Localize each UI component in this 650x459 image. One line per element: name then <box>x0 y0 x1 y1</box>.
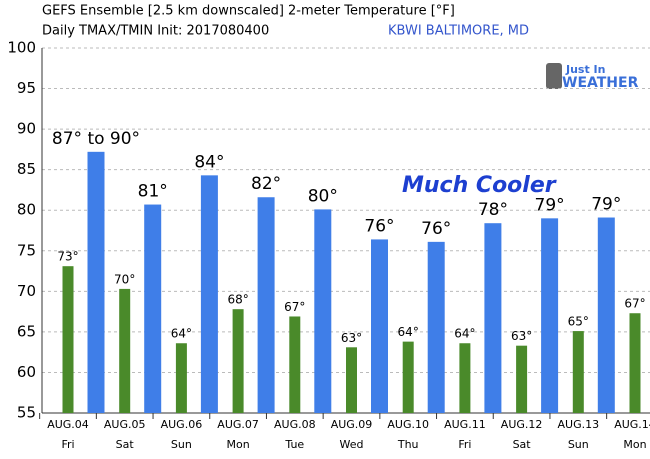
bar <box>402 341 414 413</box>
x-tick-weekday: Fri <box>458 438 471 451</box>
x-tick-label: AUG.07 <box>217 418 259 431</box>
bar <box>232 309 244 413</box>
bar <box>175 343 187 413</box>
value-label: 64° <box>398 325 419 339</box>
value-label: 64° <box>454 327 475 341</box>
x-tick-weekday: Thu <box>397 438 419 451</box>
x-tick-weekday: Sat <box>513 438 532 451</box>
value-label: 87° to 90° <box>52 129 140 149</box>
x-tick-label: AUG.09 <box>331 418 373 431</box>
value-label: 63° <box>341 331 362 345</box>
x-tick-label: AUG.14 <box>614 418 650 431</box>
bar <box>144 204 162 413</box>
logo: Just In WEATHER <box>546 63 639 91</box>
x-tick-weekday: Sat <box>116 438 135 451</box>
bar <box>541 218 559 413</box>
value-label: 80° <box>308 186 338 206</box>
value-label: 73° <box>57 250 78 264</box>
x-tick-label: AUG.13 <box>558 418 600 431</box>
chart-title: GEFS Ensemble [2.5 km downscaled] 2-mete… <box>42 4 455 19</box>
x-tick-weekday: Sun <box>171 438 192 451</box>
x-tick-weekday: Mon <box>623 438 646 451</box>
bar <box>629 313 641 413</box>
y-tick-label: 95 <box>17 79 36 97</box>
value-label: 67° <box>624 297 645 311</box>
bar <box>289 316 301 413</box>
x-tick-label: AUG.11 <box>444 418 486 431</box>
value-label: 82° <box>251 174 281 194</box>
y-tick-label: 85 <box>17 160 36 178</box>
bar <box>484 223 502 413</box>
x-tick-label: AUG.05 <box>104 418 146 431</box>
value-label: 67° <box>284 300 305 314</box>
value-label: 68° <box>227 293 248 307</box>
value-label: 65° <box>568 315 589 329</box>
logo-icon <box>546 63 562 89</box>
chart-subtitle: Daily TMAX/TMIN Init: 2017080400 <box>42 24 269 39</box>
location: KBWI BALTIMORE, MD <box>388 24 529 39</box>
x-tick-weekday: Fri <box>61 438 74 451</box>
value-label: 76° <box>364 216 394 236</box>
bar <box>257 197 275 413</box>
bar <box>371 239 388 413</box>
bar <box>427 241 445 413</box>
bar <box>87 151 105 414</box>
value-label: 79° <box>591 195 621 215</box>
x-tick-weekday: Mon <box>226 438 249 451</box>
value-label: 79° <box>535 195 565 215</box>
x-tick-label: AUG.10 <box>387 418 429 431</box>
logo-top: Just In <box>565 63 605 76</box>
x-tick-label: AUG.08 <box>274 418 316 431</box>
bar <box>572 331 584 413</box>
value-label: 63° <box>511 329 532 343</box>
value-label: 84° <box>194 152 224 172</box>
value-label: 78° <box>478 200 508 220</box>
bar <box>200 175 218 413</box>
y-tick-label: 60 <box>17 363 36 381</box>
value-label: 70° <box>114 272 135 286</box>
annotation: Much Cooler <box>402 173 557 198</box>
x-tick-weekday: Tue <box>284 438 304 451</box>
bar <box>119 288 131 413</box>
x-tick-label: AUG.04 <box>47 418 89 431</box>
y-tick-label: 100 <box>7 39 36 57</box>
bar <box>62 266 74 413</box>
bar <box>314 209 332 413</box>
bar <box>597 217 615 413</box>
bar <box>516 345 528 413</box>
y-tick-label: 65 <box>17 322 36 340</box>
y-tick-label: 70 <box>17 282 36 300</box>
x-tick-weekday: Sun <box>568 438 589 451</box>
value-label: 76° <box>421 219 451 239</box>
y-tick-label: 75 <box>17 241 36 259</box>
y-tick-label: 80 <box>17 201 36 219</box>
x-tick-weekday: Wed <box>340 438 364 451</box>
y-tick-label: 90 <box>17 120 36 138</box>
y-tick-label: 55 <box>17 404 36 422</box>
logo-bottom: WEATHER <box>562 75 639 91</box>
value-label: 64° <box>171 327 192 341</box>
bar <box>346 347 357 413</box>
bar <box>459 343 471 413</box>
x-tick-label: AUG.06 <box>161 418 203 431</box>
x-tick-label: AUG.12 <box>501 418 543 431</box>
value-label: 81° <box>138 182 168 202</box>
